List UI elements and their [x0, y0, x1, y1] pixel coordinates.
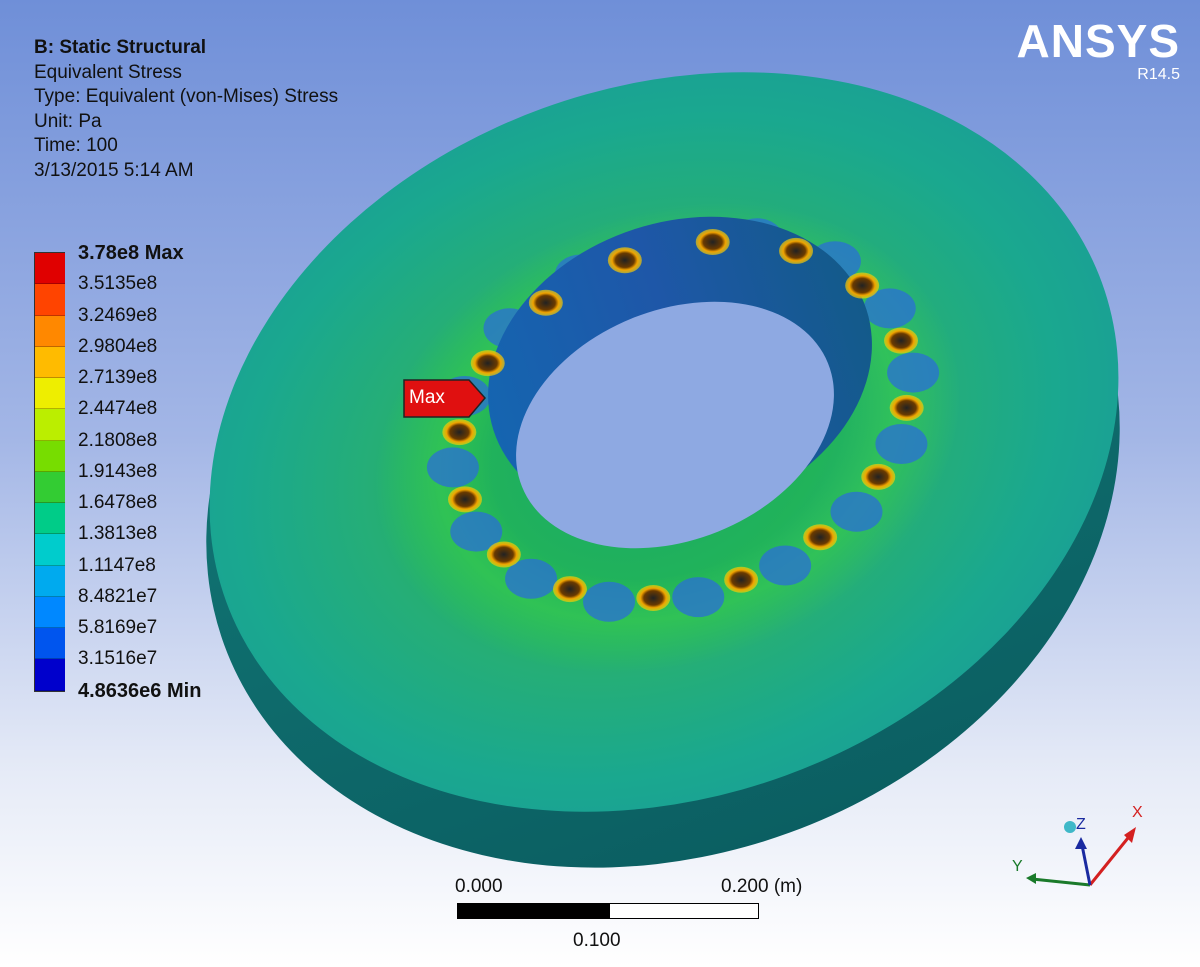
brand-version: R14.5	[1137, 66, 1180, 83]
legend-label: 4.8636e6 Min	[78, 679, 202, 702]
result-info-panel: B: Static Structural Equivalent Stress T…	[34, 36, 338, 183]
legend-swatch	[35, 659, 65, 691]
legend-swatch	[35, 596, 65, 628]
bolt-hole	[845, 272, 880, 299]
scale-left-label: 0.000	[455, 876, 503, 897]
result-name: Equivalent Stress	[34, 61, 182, 83]
legend-label: 1.3813e8	[78, 523, 158, 545]
legend-label: 2.4474e8	[78, 398, 158, 420]
stress-blob	[450, 511, 503, 552]
bolt-hole	[636, 584, 671, 611]
triad-y-label: Y	[1012, 858, 1023, 875]
bolt-hole	[889, 394, 924, 421]
bolt-hole	[552, 576, 587, 603]
legend-swatch	[35, 315, 65, 347]
scale-bar-white-segment	[609, 903, 759, 919]
stress-blob	[863, 288, 916, 329]
max-tag-shape	[403, 379, 486, 418]
legend-label: 2.9804e8	[78, 335, 158, 357]
bolt-hole	[861, 463, 896, 490]
legend-swatch	[35, 565, 65, 597]
result-type: Type: Equivalent (von-Mises) Stress	[34, 86, 339, 107]
legend-swatch	[35, 253, 65, 285]
max-probe-tag[interactable]: Max	[403, 379, 487, 418]
bolt-hole	[607, 247, 642, 274]
result-time: Time: 100	[34, 135, 118, 156]
scale-mid-label: 0.100	[573, 930, 621, 951]
legend-label: 2.1808e8	[78, 429, 158, 451]
legend-label: 8.4821e7	[78, 585, 158, 607]
bolt-hole	[803, 524, 838, 551]
bolt-hole	[486, 541, 521, 568]
stress-blob	[505, 558, 558, 599]
stress-blob	[426, 447, 479, 488]
brand-name: ANSYS	[1016, 15, 1180, 67]
scale-bar: 0.000 0.200 (m) 0.100	[455, 876, 802, 956]
legend-swatch	[35, 284, 65, 316]
legend-swatch	[35, 471, 65, 503]
stress-blob	[583, 581, 636, 622]
legend-label: 3.2469e8	[78, 304, 158, 326]
stress-blob	[875, 423, 928, 464]
legend-swatch	[35, 534, 65, 566]
legend-swatch	[35, 440, 65, 472]
legend-label: 1.9143e8	[78, 460, 158, 482]
legend-label: 3.5135e8	[78, 273, 158, 295]
stress-blob	[887, 352, 940, 393]
stress-blob	[830, 491, 883, 532]
bolt-hole	[442, 419, 477, 446]
legend-swatch	[35, 378, 65, 410]
stress-blob	[672, 577, 725, 618]
analysis-title: B: Static Structural	[34, 37, 207, 58]
bolt-hole	[695, 229, 730, 256]
legend-label: 3.1516e7	[78, 648, 158, 670]
legend-label: 5.8169e7	[78, 617, 158, 638]
bolt-hole	[447, 486, 482, 513]
legend-label: 3.78e8 Max	[78, 242, 184, 264]
bolt-holes	[442, 229, 924, 611]
result-timestamp: 3/13/2015 5:14 AM	[34, 159, 194, 181]
scale-bar-black-segment	[457, 903, 609, 919]
legend-label: 2.7139e8	[78, 367, 158, 388]
legend-label: 1.1147e8	[78, 554, 156, 576]
bore-hole	[516, 301, 834, 549]
disk-model[interactable]	[98, 0, 1200, 967]
legend-swatch	[35, 628, 65, 660]
stress-blob	[759, 545, 812, 586]
legend-color-bar	[34, 252, 65, 692]
bolt-hole	[779, 237, 814, 264]
bolt-hole	[528, 289, 563, 316]
legend-label: 1.6478e8	[78, 492, 158, 513]
triad-z-label: Z	[1076, 816, 1086, 833]
legend-swatch	[35, 409, 65, 441]
bolt-hole	[724, 566, 759, 593]
bolt-hole	[470, 350, 505, 377]
contour-legend[interactable]: 3.78e8 Max 3.5135e8 3.2469e8 2.9804e8 2.7139…	[34, 242, 294, 714]
max-tag-label: Max	[409, 387, 445, 408]
ansys-logo: ANSYS R14.5	[1017, 18, 1180, 84]
legend-swatch	[35, 346, 65, 378]
bolt-hole	[884, 327, 919, 354]
triad-x-label: X	[1132, 804, 1143, 821]
scale-right-label: 0.200 (m)	[721, 876, 803, 897]
coordinate-triad: X Y Z	[1012, 804, 1143, 887]
legend-swatch	[35, 503, 65, 535]
result-unit: Unit: Pa	[34, 110, 102, 132]
